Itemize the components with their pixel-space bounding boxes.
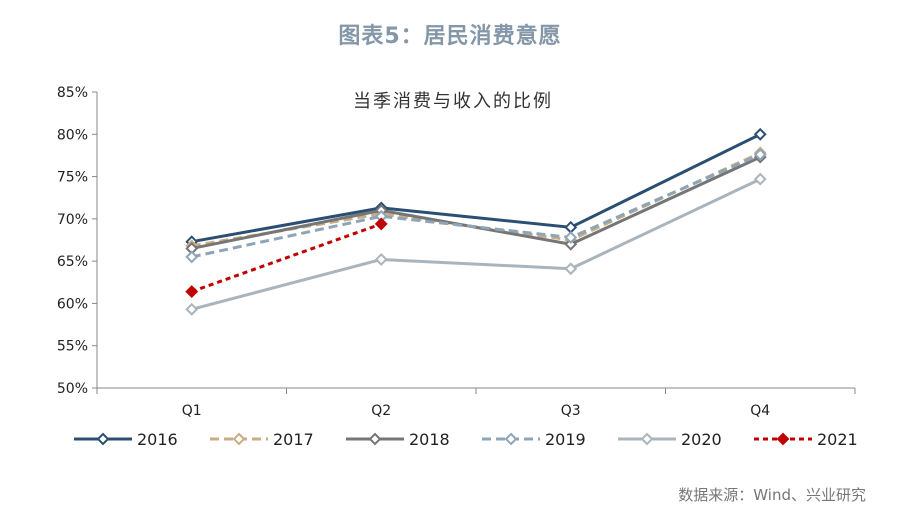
legend-item-2016: 2016 <box>74 430 178 449</box>
legend-item-2020: 2020 <box>618 430 722 449</box>
legend-marker <box>640 432 654 446</box>
y-tick-label: 70% <box>57 212 88 228</box>
series-2018 <box>185 150 767 255</box>
data-point-2019 <box>753 148 767 161</box>
data-point-2016 <box>564 220 578 234</box>
legend-marker <box>96 432 110 446</box>
legend-item-2019: 2019 <box>482 430 586 449</box>
data-point-2021 <box>185 285 199 299</box>
series-2017 <box>185 146 767 253</box>
legend-label: 2019 <box>545 430 586 449</box>
chart-title: 当季消费与收入的比例 <box>353 91 553 112</box>
x-tick-label: Q2 <box>371 403 391 419</box>
data-point-2020 <box>374 253 388 266</box>
data-point-2020 <box>185 302 199 316</box>
legend-marker <box>504 432 518 446</box>
legend-item-2021: 2021 <box>754 430 858 449</box>
series-2021 <box>185 217 388 299</box>
series-line-2019 <box>191 153 761 259</box>
legend-label: 2021 <box>817 430 858 449</box>
legend-label: 2017 <box>273 430 314 449</box>
series-line-2020 <box>191 177 761 311</box>
legend-item-2018: 2018 <box>346 430 450 449</box>
data-point-2018 <box>564 237 578 251</box>
series-2016 <box>185 127 767 249</box>
data-point-2019 <box>564 231 578 244</box>
y-axis: 50% 55% 60% 65% 70% 75% 80% 85% <box>57 85 98 397</box>
data-point-2020 <box>753 172 767 186</box>
legend-label: 2018 <box>409 430 450 449</box>
data-point-2016 <box>753 127 767 141</box>
series-layer <box>185 127 767 316</box>
series-line-2018 <box>191 155 761 250</box>
source-note: 数据来源：Wind、兴业研究 <box>678 486 866 504</box>
y-tick-label: 80% <box>57 127 88 143</box>
data-point-2021 <box>374 217 388 231</box>
y-tick-label: 60% <box>57 296 88 312</box>
legend-label: 2016 <box>137 430 178 449</box>
legend-marker <box>776 432 790 446</box>
x-axis: Q1 Q2 Q3 Q4 <box>96 387 856 419</box>
legend-item-2017: 2017 <box>210 430 314 449</box>
series-2020 <box>185 172 767 316</box>
legend: 2016 2017 2018 2019 2020 2021 <box>74 430 858 449</box>
series-line-2021 <box>191 222 382 294</box>
y-tick-label: 85% <box>57 85 88 101</box>
y-tick-label: 55% <box>57 339 88 355</box>
x-tick-label: Q1 <box>182 403 202 419</box>
data-point-2019 <box>185 250 199 264</box>
series-line-2016 <box>191 132 761 244</box>
x-tick-label: Q3 <box>561 403 581 419</box>
y-tick-label: 50% <box>57 381 88 397</box>
series-2019 <box>185 148 767 264</box>
y-tick-label: 65% <box>57 254 88 270</box>
x-tick-label: Q4 <box>750 403 770 419</box>
y-tick-label: 75% <box>57 170 88 186</box>
legend-marker <box>232 432 246 446</box>
legend-marker <box>368 432 382 446</box>
legend-label: 2020 <box>681 430 722 449</box>
data-point-2020 <box>564 262 578 276</box>
figure-title: 图表5：居民消费意愿 <box>338 24 562 49</box>
